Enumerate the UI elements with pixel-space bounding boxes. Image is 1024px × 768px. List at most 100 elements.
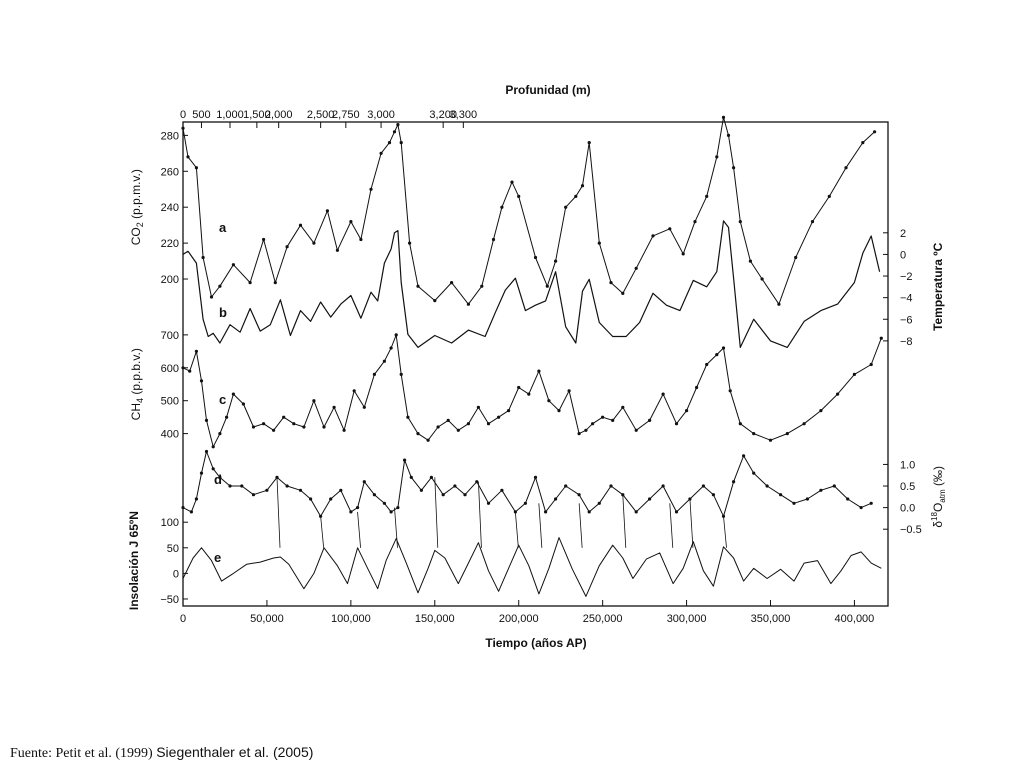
series-d-point <box>362 480 366 484</box>
bottom-tick-label: 0 <box>180 613 186 625</box>
series-c-point <box>436 425 440 429</box>
series-d-point <box>228 484 232 488</box>
series-c-point <box>661 392 665 396</box>
left-tick-label: 260 <box>161 166 179 178</box>
top-tick-label: 1,000 <box>216 109 244 121</box>
series-d-point <box>419 488 423 492</box>
plot-frame <box>182 121 889 607</box>
series-a-point <box>181 126 185 130</box>
series-d-point <box>513 510 518 514</box>
right-tick-label: 1.0 <box>900 459 915 471</box>
termination-line <box>723 516 727 548</box>
series-layer: a b c d e <box>181 115 883 597</box>
series-d-point <box>752 471 756 475</box>
series-c-point <box>194 349 198 353</box>
series-c-point <box>879 336 883 340</box>
series-b: b <box>182 220 881 348</box>
left-tick-label: 200 <box>161 274 179 286</box>
series-c-point <box>547 399 551 403</box>
series-c-point <box>634 428 638 432</box>
series-d-point <box>533 475 538 479</box>
series-d-point <box>372 493 376 497</box>
top-tick-label: 3,300 <box>450 109 478 121</box>
termination-line <box>478 481 482 548</box>
series-a-point <box>466 302 470 306</box>
series-a-point <box>396 123 400 127</box>
series-d-point <box>792 501 796 505</box>
series-d-point <box>587 510 591 514</box>
series-d-point <box>609 484 613 488</box>
series-a-point <box>349 220 353 224</box>
series-a-point <box>312 241 316 245</box>
series-d-point <box>403 458 407 462</box>
series-c-point <box>537 369 541 373</box>
right-tick-label: −0.5 <box>900 524 922 536</box>
series-c-point <box>272 428 276 432</box>
series-c-point <box>591 422 595 426</box>
series-c-point <box>188 369 192 373</box>
series-a-point <box>634 266 638 270</box>
series-label-e: e <box>214 550 221 565</box>
series-a-point <box>517 194 521 198</box>
right-axis-title: Temperatura ºC <box>931 242 945 331</box>
series-d-point <box>805 497 810 501</box>
bottom-tick-label: 300,000 <box>667 613 707 625</box>
series-a-point <box>335 248 339 252</box>
series-d-point <box>732 480 736 484</box>
source-citation-siegenthaler: Siegenthaler et al. (2005) <box>156 744 314 760</box>
series-d-point <box>869 501 873 505</box>
right-tick-label: 0.5 <box>900 481 915 493</box>
left-tick-label: 600 <box>161 363 179 375</box>
series-c-point <box>446 418 450 422</box>
series-c-point <box>352 389 356 393</box>
series-d-point <box>701 484 706 488</box>
series-a-point <box>491 237 496 242</box>
series-c-point <box>426 438 430 442</box>
series-c-point <box>674 422 679 426</box>
left-tick-label: 50 <box>167 543 179 555</box>
series-c-point <box>456 428 460 432</box>
series-d-point <box>189 510 193 514</box>
left-tick-label: 500 <box>161 396 179 408</box>
series-d-point <box>648 497 652 501</box>
left-tick-label: 0 <box>173 568 179 580</box>
series-c-point <box>611 418 615 422</box>
series-c-point <box>785 432 789 436</box>
series-d-point <box>577 493 581 497</box>
right-tick-label: 2 <box>900 228 906 240</box>
series-d-point <box>194 497 198 501</box>
series-d-point <box>832 484 836 488</box>
series-d-point <box>523 501 528 505</box>
series-d-point <box>339 488 343 492</box>
series-c-point <box>584 428 588 432</box>
source-citation-petit: Fuente: Petit et al. (1999) <box>10 746 157 761</box>
series-d: d <box>181 449 873 518</box>
series-d-point <box>181 506 185 510</box>
bottom-tick-label: 250,000 <box>583 613 623 625</box>
series-a-point <box>827 194 831 198</box>
series-d-point <box>634 510 638 514</box>
source-citation: Fuente: Petit et al. (1999) Siegenthaler… <box>10 744 313 762</box>
series-a: a <box>181 115 877 306</box>
series-a-point <box>218 284 222 288</box>
right-tick-label: 0.0 <box>900 503 915 515</box>
series-a-point <box>387 141 392 145</box>
series-c-point <box>507 409 511 413</box>
series-a-point <box>433 299 437 303</box>
series-a-point <box>609 281 613 285</box>
series-d-point <box>846 497 850 501</box>
series-a-point <box>369 187 373 191</box>
bottom-time-axis: Tiempo (años AP) 0 50,000 100,000 150,000 20… <box>180 600 874 650</box>
series-d-point <box>711 493 716 497</box>
series-c-point <box>836 392 840 396</box>
series-a-point <box>748 259 753 263</box>
series-a-point <box>450 281 454 285</box>
right-tick-label: −6 <box>900 314 913 326</box>
series-e-line <box>182 537 882 597</box>
top-tick-label: 2,000 <box>265 109 293 121</box>
series-d-point <box>349 510 353 514</box>
series-a-point <box>705 194 709 198</box>
series-b-line <box>182 220 881 348</box>
series-d-point <box>199 471 204 475</box>
